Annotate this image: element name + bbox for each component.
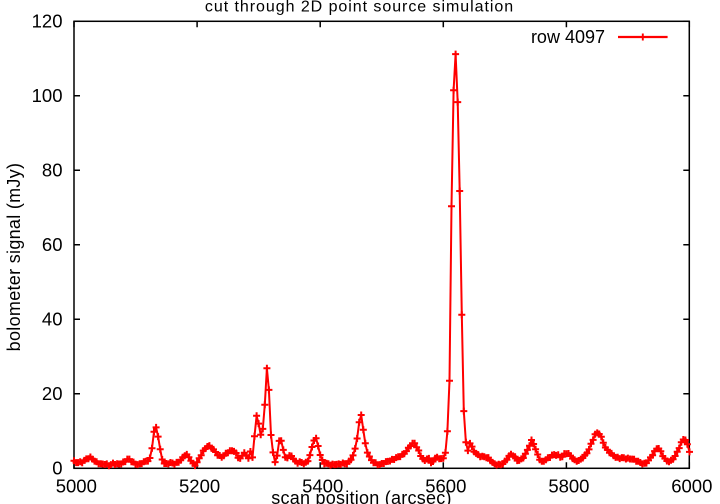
svg-text:100: 100 bbox=[32, 85, 63, 106]
svg-text:40: 40 bbox=[42, 309, 63, 330]
svg-text:80: 80 bbox=[42, 160, 63, 181]
svg-text:row 4097: row 4097 bbox=[531, 27, 605, 47]
svg-text:5600: 5600 bbox=[425, 476, 466, 497]
svg-text:0: 0 bbox=[52, 458, 62, 479]
svg-text:5200: 5200 bbox=[179, 476, 220, 497]
svg-text:bolometer signal (mJy): bolometer signal (mJy) bbox=[4, 163, 24, 352]
svg-text:5400: 5400 bbox=[302, 476, 343, 497]
svg-text:20: 20 bbox=[42, 383, 63, 404]
svg-text:cut through 2D point source si: cut through 2D point source simulation bbox=[205, 0, 514, 16]
svg-text:120: 120 bbox=[32, 11, 63, 32]
svg-text:60: 60 bbox=[42, 234, 63, 255]
svg-text:scan position (arcsec): scan position (arcsec) bbox=[271, 488, 452, 504]
svg-text:6000: 6000 bbox=[671, 476, 712, 497]
svg-text:5000: 5000 bbox=[56, 476, 97, 497]
svg-text:5800: 5800 bbox=[548, 476, 589, 497]
